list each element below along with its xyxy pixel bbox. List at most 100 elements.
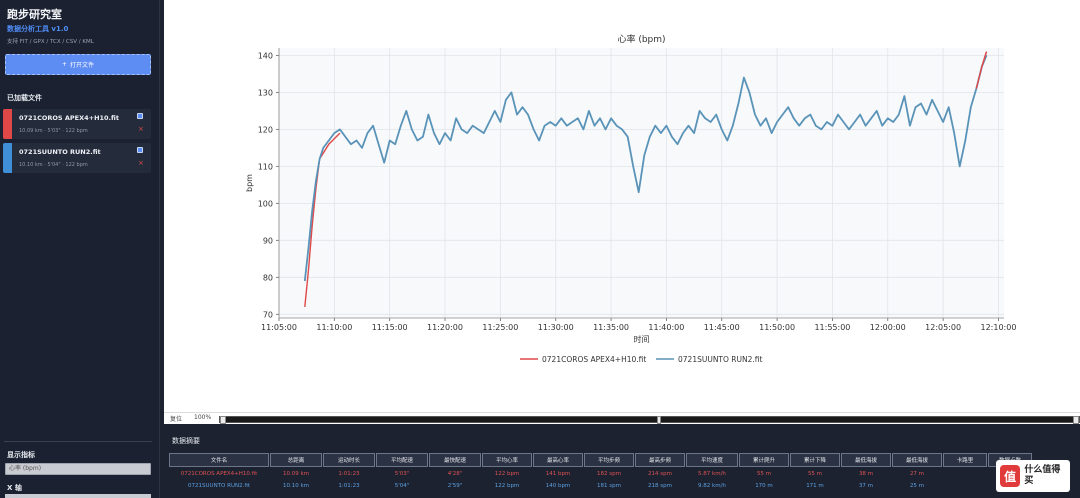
file-name: 0721SUUNTO RUN2.fit	[19, 148, 101, 156]
table-header-cell[interactable]: 平均心率	[482, 453, 532, 467]
x-tick-label: 11:15:00	[372, 323, 408, 332]
zoom-level: 100%	[194, 414, 212, 421]
legend-label: 0721SUUNTO RUN2.fit	[678, 355, 762, 364]
table-cell	[943, 480, 987, 491]
legend-item[interactable]: 0721SUUNTO RUN2.fit	[656, 355, 762, 364]
chart-text: 70 80 90 100 110 120 130 140 11:05:00 11:10:00 11:…	[245, 33, 1016, 344]
x-tick-label: 12:00:00	[870, 323, 906, 332]
x-tick-label: 11:25:00	[482, 323, 518, 332]
x-tick-label: 12:10:00	[980, 323, 1016, 332]
table-cell: 5'03"	[394, 470, 410, 477]
zoom-handle-left[interactable]	[220, 416, 226, 424]
table-cell: 140 bpm	[545, 482, 571, 489]
table-cell: 1:01:23	[338, 482, 360, 489]
x-axis-label: 时间	[634, 334, 650, 344]
summary-title: 数据摘要	[172, 437, 200, 445]
table-cell: 122 bpm	[494, 470, 520, 477]
y-tick-label: 120	[258, 125, 273, 134]
table-header-cell[interactable]: 平均配速	[376, 453, 428, 467]
y-tick-label: 90	[263, 236, 273, 245]
metric-select[interactable]: 心率 (bpm)	[5, 463, 151, 475]
remove-file-icon[interactable]: ×	[138, 125, 144, 133]
table-cell: 10.10 km	[282, 482, 310, 489]
chart-title: 心率 (bpm)	[617, 33, 665, 45]
x-tick-label: 11:05:00	[261, 323, 297, 332]
table-cell: 38 m	[858, 470, 874, 477]
table-cell: 122 bpm	[494, 482, 520, 489]
watermark: 值 什么值得买	[996, 460, 1070, 492]
table-cell: 1:01:23	[338, 470, 360, 477]
x-tick-label: 11:50:00	[759, 323, 795, 332]
zoom-range-slider[interactable]	[219, 416, 1080, 424]
table-cell: 55 m	[807, 470, 823, 477]
table-header-cell[interactable]: 平均速度	[686, 453, 738, 467]
series-line-suunto	[303, 55, 988, 282]
app-subtitle: 数据分析工具 v1.0	[7, 25, 69, 33]
sidebar-divider	[4, 441, 152, 442]
y-tick-label: 100	[258, 199, 273, 208]
file-name: 0721COROS APEX4+H10.fit	[19, 114, 119, 122]
table-header-cell[interactable]: 卡路里	[943, 453, 987, 467]
table-header-row: 文件名 总距离 运动时长 平均配速 最快配速 平均心率 最高心率 平均步频 最高步频 平均速度 累计…	[169, 453, 1032, 467]
data-summary: 数据摘要 文件名 总距离 运动时长 平均配速 最快配速 平均心率 最高心率 平均步频 最高步频平…	[164, 426, 1080, 498]
table-header-cell[interactable]: 最低海拔	[841, 453, 891, 467]
x-tick-label: 11:10:00	[316, 323, 352, 332]
table-cell: 55 m	[756, 470, 772, 477]
file-visible-checkbox[interactable]	[137, 147, 143, 153]
table-cell: 170 m	[755, 482, 773, 489]
file-card-coros[interactable]: 0721COROS APEX4+H10.fit 10.09 km · 5'03"…	[3, 109, 151, 139]
legend-item[interactable]: 0721COROS APEX4+H10.fit	[520, 355, 646, 364]
chart-panel: 70 80 90 100 110 120 130 140 11:05:00 11:10:00 11:…	[164, 0, 1080, 412]
table-cell: 27 m	[909, 470, 925, 477]
zoom-reset-button[interactable]: 复位	[170, 416, 183, 423]
file-meta: 10.09 km · 5'03" · 122 bpm	[19, 128, 88, 134]
table-cell	[943, 468, 987, 479]
plot-area	[279, 48, 1004, 318]
x-tick-label: 11:30:00	[538, 323, 574, 332]
file-card-suunto[interactable]: 0721SUUNTO RUN2.fit 10.10 km · 5'04" · 1…	[3, 143, 151, 173]
x-tick-label: 11:20:00	[427, 323, 463, 332]
x-tick-label: 11:40:00	[648, 323, 684, 332]
app-title: 跑步研究室	[7, 8, 62, 21]
chart-grid	[278, 48, 1004, 318]
zoom-handle-middle[interactable]	[657, 416, 661, 424]
table-cell: 9.82 km/h	[698, 482, 726, 489]
table-cell: 5'04"	[394, 482, 410, 489]
table-header-cell[interactable]: 总距离	[270, 453, 322, 467]
table-cell: 171 m	[806, 482, 824, 489]
open-file-button[interactable]: + 打开文件	[5, 54, 151, 75]
table-header-cell[interactable]: 最高心率	[533, 453, 583, 467]
table-header-cell[interactable]: 最高步频	[635, 453, 685, 467]
y-tick-label: 140	[258, 51, 273, 60]
chart-axes	[276, 48, 1004, 321]
table-cell: 4'28"	[447, 470, 463, 477]
table-cell: 0721COROS APEX4+H10.fit	[180, 470, 258, 477]
table-row: 0721COROS APEX4+H10.fit 10.09 km 1:01:23 5'…	[169, 468, 1032, 479]
chart-legend[interactable]: 0721COROS APEX4+H10.fit 0721SUUNTO RUN2.f…	[520, 355, 762, 364]
loaded-files-label: 已加载文件	[7, 94, 42, 102]
table-cell: 25 m	[909, 482, 925, 489]
remove-file-icon[interactable]: ×	[138, 159, 144, 167]
table-cell: 2'59"	[447, 482, 463, 489]
zoom-handle-right[interactable]	[1073, 416, 1079, 424]
table-header-cell[interactable]: 最快配速	[429, 453, 481, 467]
xaxis-label: X 轴	[7, 484, 22, 492]
y-tick-label: 110	[258, 162, 273, 171]
table-header-cell[interactable]: 最低海拔	[892, 453, 942, 467]
table-header-cell[interactable]: 文件名	[169, 453, 269, 467]
table-header-cell[interactable]: 平均步频	[584, 453, 634, 467]
plus-icon: +	[61, 61, 67, 68]
legend-label: 0721COROS APEX4+H10.fit	[542, 355, 646, 364]
y-tick-label: 80	[263, 273, 273, 282]
table-header-cell[interactable]: 累计爬升	[739, 453, 789, 467]
chart-lines	[303, 51, 988, 307]
zoom-bar: 复位 100%	[164, 412, 1080, 424]
y-tick-label: 70	[263, 310, 273, 319]
xaxis-select[interactable]	[5, 494, 151, 498]
file-visible-checkbox[interactable]	[137, 113, 143, 119]
table-header-cell[interactable]: 运动时长	[323, 453, 375, 467]
supported-formats: 支持 FIT / GPX / TCX / CSV / KML	[7, 39, 94, 45]
metric-label: 显示指标	[7, 451, 35, 459]
table-header-cell[interactable]: 累计下降	[790, 453, 840, 467]
table-row: 0721SUUNTO RUN2.fit 10.10 km 1:01:23 5'04" 2…	[169, 480, 1032, 491]
